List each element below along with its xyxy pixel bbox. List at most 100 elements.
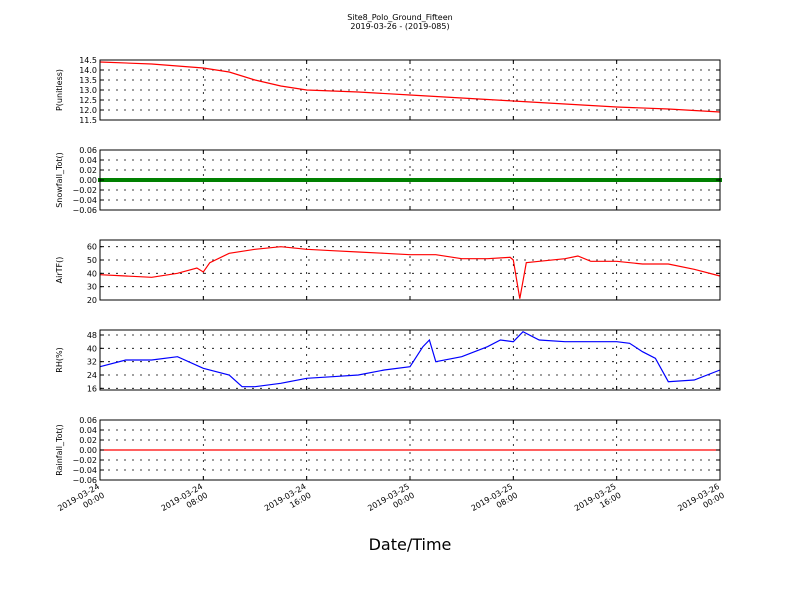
data-point xyxy=(353,178,358,182)
data-point xyxy=(449,178,454,182)
data-point xyxy=(430,178,435,182)
data-point xyxy=(491,178,496,182)
data-point xyxy=(227,178,232,182)
data-point xyxy=(417,178,422,182)
data-point xyxy=(220,178,225,182)
data-point xyxy=(530,178,535,182)
data-point xyxy=(324,178,329,182)
data-point xyxy=(127,178,132,182)
series-line-1 xyxy=(99,246,721,299)
data-point xyxy=(159,178,164,182)
x-tick-label: 2019-03-2500:00 xyxy=(366,482,416,522)
data-point xyxy=(107,178,112,182)
y-tick-label: 0.06 xyxy=(79,416,97,425)
x-tick-label: 2019-03-2516:00 xyxy=(573,482,623,522)
data-point xyxy=(366,178,371,182)
data-point xyxy=(139,178,144,182)
data-point xyxy=(533,178,538,182)
data-point xyxy=(265,178,270,182)
data-point xyxy=(133,178,138,182)
data-point xyxy=(191,178,196,182)
data-point xyxy=(437,178,442,182)
data-point xyxy=(443,178,448,182)
data-point xyxy=(156,178,161,182)
y-tick-label: −0.04 xyxy=(72,196,97,205)
data-point xyxy=(440,178,445,182)
data-point xyxy=(575,178,580,182)
data-point xyxy=(663,178,668,182)
data-point xyxy=(117,178,122,182)
data-point xyxy=(291,178,296,182)
series-line-1 xyxy=(99,61,721,113)
data-point xyxy=(104,178,109,182)
data-point xyxy=(236,178,241,182)
data-point xyxy=(656,178,661,182)
y-tick-label: 0.02 xyxy=(79,166,97,175)
data-point xyxy=(617,178,622,182)
data-point xyxy=(123,178,128,182)
panel-1: 11.512.012.513.013.514.014.5 P(unitless) xyxy=(55,56,721,125)
data-point xyxy=(356,178,361,182)
panel-4: 16 24 32 40 48 RH(%) xyxy=(55,329,721,393)
data-point xyxy=(543,178,548,182)
data-point xyxy=(362,178,367,182)
data-point xyxy=(114,178,119,182)
data-point xyxy=(320,178,325,182)
data-point xyxy=(282,178,287,182)
data-point xyxy=(262,178,267,182)
data-point xyxy=(540,178,545,182)
data-point xyxy=(233,178,238,182)
y-tick-label: 32 xyxy=(87,358,97,367)
data-point xyxy=(317,178,322,182)
data-point xyxy=(143,178,148,182)
data-point xyxy=(682,178,687,182)
data-point xyxy=(701,178,706,182)
data-point xyxy=(501,178,506,182)
data-point xyxy=(669,178,674,182)
data-point xyxy=(181,178,186,182)
y-tick-label: 60 xyxy=(87,243,97,252)
data-point xyxy=(311,178,316,182)
data-point xyxy=(614,178,619,182)
data-point xyxy=(459,178,464,182)
data-point xyxy=(169,178,174,182)
data-point xyxy=(414,178,419,182)
data-point xyxy=(475,178,480,182)
data-point xyxy=(446,178,451,182)
data-point xyxy=(314,178,319,182)
data-point xyxy=(601,178,606,182)
chart-subtitle: 2019-03-26 - (2019-085) xyxy=(350,22,449,31)
data-point xyxy=(401,178,406,182)
data-point xyxy=(646,178,651,182)
y-tick-label: −0.06 xyxy=(72,476,97,485)
data-point xyxy=(666,178,671,182)
data-point xyxy=(453,178,458,182)
data-point xyxy=(563,178,567,182)
data-point xyxy=(488,178,493,182)
data-point xyxy=(650,178,655,182)
data-point xyxy=(482,178,487,182)
data-point xyxy=(579,178,584,182)
y-axis-label: P(unitless) xyxy=(55,69,64,111)
x-tick-labels: 2019-03-2400:00 2019-03-2408:00 2019-03-24… xyxy=(56,482,726,522)
data-point xyxy=(672,178,677,182)
data-point xyxy=(598,178,603,182)
data-point xyxy=(504,178,509,182)
data-point xyxy=(307,178,312,182)
data-point xyxy=(420,178,425,182)
y-tick-label: 0.00 xyxy=(79,176,97,185)
data-point xyxy=(298,178,303,182)
data-point xyxy=(546,178,551,182)
y-tick-label: 12.0 xyxy=(79,106,97,115)
data-point xyxy=(462,178,467,182)
data-point xyxy=(359,178,364,182)
y-tick-label: 20 xyxy=(87,296,97,305)
data-point xyxy=(194,178,199,182)
data-point xyxy=(698,178,703,182)
x-tick-label: 2019-03-2508:00 xyxy=(470,482,520,522)
data-point xyxy=(152,178,157,182)
y-tick-label: 0.00 xyxy=(79,446,97,455)
data-point xyxy=(517,178,522,182)
data-point xyxy=(627,178,632,182)
panel-5: −0.06−0.04−0.020.000.020.040.06 Rainfall_… xyxy=(55,416,721,485)
